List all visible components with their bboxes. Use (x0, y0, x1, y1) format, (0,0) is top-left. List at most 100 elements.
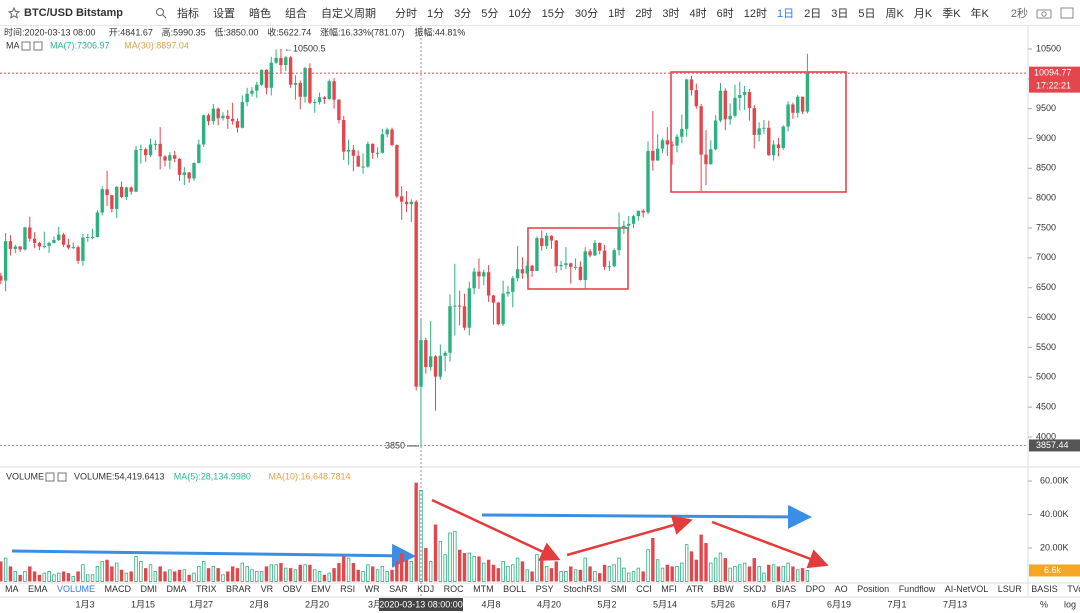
interval-button[interactable]: 3时 (662, 7, 680, 20)
indicator-tab[interactable]: StochRSI (563, 584, 602, 594)
volume-bar (259, 571, 264, 582)
indicator-tab[interactable]: TVolume (1067, 584, 1080, 594)
candle-body (583, 251, 587, 280)
indicator-tab[interactable]: MTM (473, 584, 494, 594)
indicator-tab[interactable]: ATR (686, 584, 704, 594)
camera-icon[interactable] (1036, 7, 1052, 19)
indicator-tab[interactable]: BIAS (775, 584, 797, 594)
candle-body (129, 187, 133, 192)
interval-button[interactable]: 1日 (777, 7, 795, 20)
interval-button[interactable]: 1分 (427, 7, 445, 20)
indicator-tab[interactable]: MA (5, 584, 19, 594)
indicator-tab[interactable]: MFI (661, 584, 677, 594)
indicator-tab[interactable]: RSI (340, 584, 356, 594)
candle-body (57, 234, 61, 240)
indicator-tab[interactable]: SAR (389, 584, 408, 594)
tool-button[interactable]: 设置 (213, 7, 236, 20)
interval-button[interactable]: 1时 (608, 7, 626, 20)
indicator-tab[interactable]: EMA (28, 584, 48, 594)
search-icon[interactable] (155, 7, 167, 19)
info-text: 低:3850.00 (214, 26, 258, 37)
volume-bar (631, 571, 636, 582)
volume-bar (395, 561, 399, 582)
indicator-tab[interactable]: Position (857, 584, 890, 594)
volume-bar (617, 557, 621, 582)
volume-bar (438, 540, 443, 582)
indicator-tab[interactable]: DMA (166, 584, 187, 594)
interval-button[interactable]: 5日 (858, 7, 876, 20)
candle-body (37, 242, 42, 247)
countdown: 17:22:21 (1036, 81, 1071, 91)
indicator-tab[interactable]: DMI (140, 584, 158, 594)
interval-button[interactable]: 分时 (395, 7, 418, 20)
interval-button[interactable]: 30分 (574, 7, 599, 20)
symbol[interactable]: BTC/USD Bitstamp (24, 6, 124, 19)
volume-bar (86, 574, 90, 582)
indicator-tab[interactable]: VR (260, 584, 274, 594)
indicator-tab[interactable]: CCI (636, 584, 652, 594)
volume-bar (733, 566, 737, 582)
tool-button[interactable]: 组合 (285, 7, 308, 20)
crosshair-price-label: 3857.44 (1036, 440, 1069, 450)
tool-button[interactable]: 指标 (177, 7, 200, 20)
indicator-tab[interactable]: ROC (443, 584, 464, 594)
scale-button[interactable]: % (1040, 599, 1048, 609)
indicator-tab[interactable]: VOLUME (57, 584, 96, 594)
candle-body (771, 144, 776, 156)
candle-body (433, 356, 438, 377)
interval-button[interactable]: 2时 (635, 7, 653, 20)
indicator-tab[interactable]: BRAR (226, 584, 252, 594)
volume-bar (699, 534, 703, 582)
indicator-tab[interactable]: KDJ (417, 584, 435, 594)
candle-body (380, 134, 385, 153)
indicator-tab[interactable]: WR (364, 584, 380, 594)
star-icon[interactable] (8, 6, 20, 19)
tool-button[interactable]: 自定义周期 (321, 7, 377, 20)
indicator-tab[interactable]: SMI (610, 584, 627, 594)
interval-button[interactable]: 年K (970, 7, 989, 20)
interval-button[interactable]: 12时 (743, 7, 768, 20)
indicator-tab[interactable]: AI-NetVOL (944, 584, 989, 594)
volume-bar (346, 557, 351, 582)
volume-bar (221, 574, 225, 582)
tool-button[interactable]: 暗色 (249, 7, 272, 20)
interval-button[interactable]: 3日 (831, 7, 849, 20)
indicator-tab[interactable]: OBV (282, 584, 302, 594)
indicator-tab[interactable]: BBW (713, 584, 734, 594)
indicator-tab[interactable]: LSUR (997, 584, 1022, 594)
indicator-tab[interactable]: DPO (805, 584, 826, 594)
indicator-tab[interactable]: Fundflow (898, 584, 936, 594)
candle-body (660, 140, 665, 149)
volume-bar (477, 556, 481, 582)
interval-button[interactable]: 月K (913, 7, 933, 20)
volume-bar (342, 556, 346, 582)
indicator-tab[interactable]: PSY (535, 584, 554, 594)
indicator-tab[interactable]: SKDJ (743, 584, 767, 594)
candle-body (168, 155, 172, 161)
volume-bar (399, 553, 404, 582)
interval-button[interactable]: 季K (942, 7, 961, 20)
y-tick-label: 9500 (1036, 103, 1056, 113)
candle-body (95, 212, 100, 237)
interval-button[interactable]: 周K (885, 7, 904, 20)
volume-bar (115, 562, 119, 582)
interval-button[interactable]: 10分 (508, 7, 532, 20)
indicator-tab[interactable]: BOLL (503, 584, 527, 594)
volume-bar (327, 572, 331, 582)
indicator-tab[interactable]: MACD (104, 584, 132, 594)
indicator-tab[interactable]: BASIS (1031, 584, 1058, 594)
indicator-tab[interactable]: AO (834, 584, 848, 594)
interval-button[interactable]: 5分 (481, 7, 499, 20)
interval-button[interactable]: 6时 (716, 7, 734, 20)
refresh-rate[interactable]: 2秒 (1010, 7, 1028, 20)
interval-button[interactable]: 15分 (541, 7, 565, 20)
indicator-tab[interactable]: EMV (311, 584, 331, 594)
interval-button[interactable]: 4时 (689, 7, 707, 20)
volume-bar (284, 567, 288, 582)
interval-button[interactable]: 3分 (454, 7, 472, 20)
volume-bar (332, 568, 336, 582)
interval-button[interactable]: 2日 (804, 7, 822, 20)
fullscreen-icon[interactable] (1060, 7, 1074, 19)
indicator-tab[interactable]: TRIX (196, 584, 217, 594)
scale-button[interactable]: log (1064, 599, 1076, 609)
